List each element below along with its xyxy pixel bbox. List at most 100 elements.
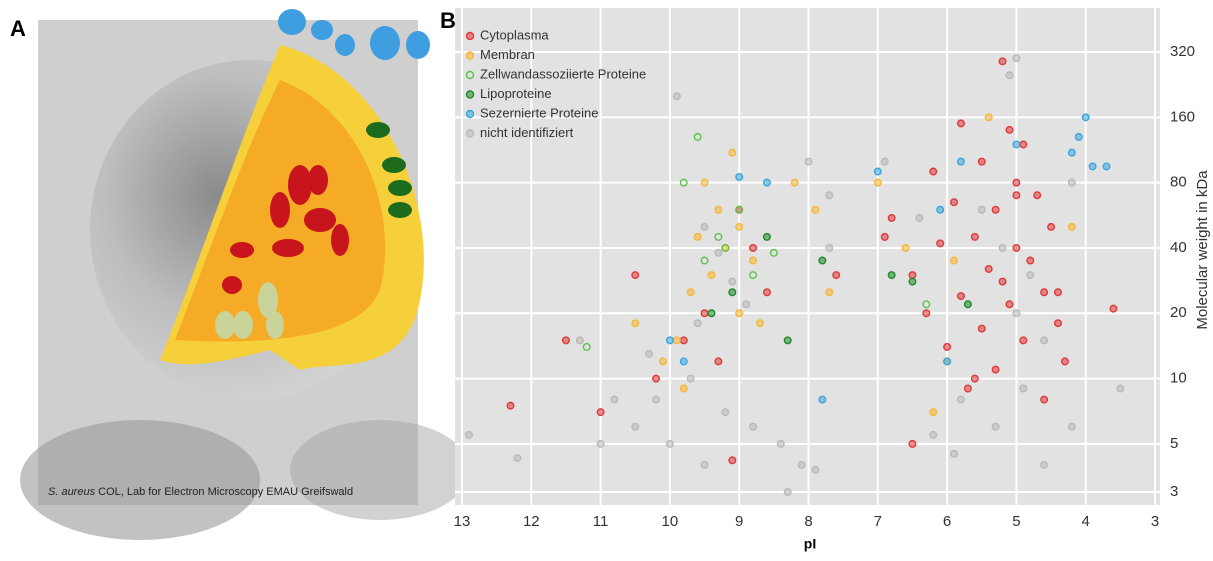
point [464,430,473,439]
point [991,422,1000,431]
point [818,256,827,265]
legend-label: nicht identifiziert [480,125,574,140]
point [735,172,744,181]
cell-shadow [20,420,260,540]
point [1012,191,1021,200]
point [1102,162,1111,171]
point [1109,304,1118,313]
x-tick-label: 7 [874,513,882,530]
cytoplasm-proteins [222,165,349,294]
point [929,167,938,176]
point [728,148,737,157]
point [970,232,979,241]
point [575,336,584,345]
point [1019,140,1028,149]
point [561,336,570,345]
point [652,374,661,383]
point [728,277,737,286]
point [797,460,806,469]
y-tick-label: 80 [1170,174,1187,191]
point [1019,336,1028,345]
y-tick-label: 160 [1170,108,1195,125]
point [943,342,952,351]
point [721,408,730,417]
point [1053,319,1062,328]
point [686,288,695,297]
point [922,300,931,309]
y-tick-label: 20 [1170,304,1187,321]
point [693,132,702,141]
point [998,277,1007,286]
point [762,232,771,241]
point [652,395,661,404]
point [1040,395,1049,404]
point [658,357,667,366]
point [631,422,640,431]
panel-label: B [440,8,456,33]
point [582,342,591,351]
point [735,205,744,214]
point [693,319,702,328]
x-tick-label: 13 [454,513,471,530]
point [1040,288,1049,297]
point [610,395,619,404]
point [963,300,972,309]
point [1026,256,1035,265]
point [811,205,820,214]
point [679,384,688,393]
point [728,288,737,297]
point [998,57,1007,66]
legend-marker [465,109,475,119]
point [1040,336,1049,345]
legend-marker [465,90,475,99]
point [762,288,771,297]
point [811,465,820,474]
point [693,232,702,241]
x-tick-label: 12 [523,513,540,530]
point [943,357,952,366]
point [790,178,799,187]
point [700,178,709,187]
point [880,157,889,166]
point [742,300,751,309]
point [679,178,688,187]
point [1060,357,1069,366]
y-tick-label: 10 [1170,370,1187,387]
point [672,92,681,101]
point [1012,178,1021,187]
point [880,232,889,241]
point [956,157,965,166]
point [991,365,1000,374]
point [950,256,959,265]
point [631,319,640,328]
point [825,288,834,297]
y-tick-label: 40 [1170,239,1187,256]
point [1116,384,1125,393]
point [672,336,681,345]
point [1067,178,1076,187]
point [1088,162,1097,171]
legend-marker [465,129,475,138]
point [832,271,841,280]
point [908,439,917,448]
point [1026,271,1035,280]
point [707,271,716,280]
legend-label: Lipoproteine [480,86,552,101]
point [825,243,834,252]
point [735,222,744,231]
point [1081,113,1090,122]
point [1053,288,1062,297]
x-tick-label: 9 [735,513,743,530]
point [728,456,737,465]
point [735,309,744,318]
point [755,319,764,328]
point [700,222,709,231]
panel-label: A [10,16,26,41]
point [977,157,986,166]
point [749,243,758,252]
point [1005,300,1014,309]
x-tick-label: 4 [1082,513,1090,530]
point [679,336,688,345]
caption-text: COL, Lab for Electron Microscopy EMAU Gr… [98,486,353,498]
